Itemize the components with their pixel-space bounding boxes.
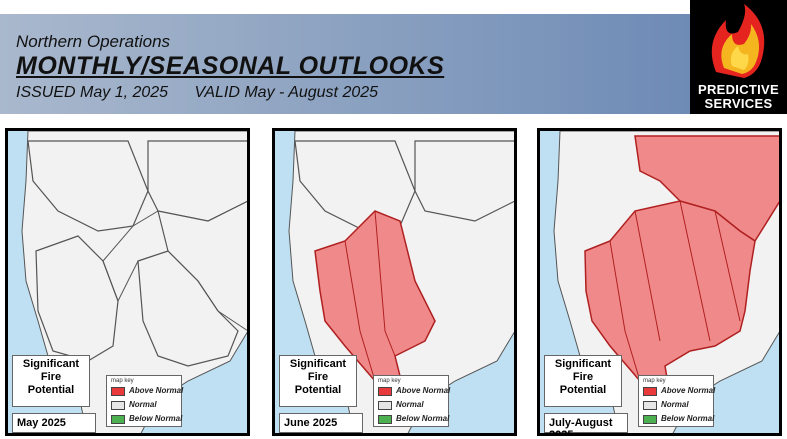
legend-line2: Fire — [572, 371, 594, 383]
header-title: MONTHLY/SEASONAL OUTLOOKS — [16, 52, 445, 80]
significant-fire-potential-label: Significant Fire Potential — [544, 355, 622, 407]
legend-line2: Fire — [40, 371, 62, 383]
above-normal-area-central — [584, 200, 756, 404]
legend-line1: Significant — [289, 358, 347, 370]
header-dates: ISSUED May 1, 2025 VALID May - August 20… — [16, 84, 400, 102]
map-key: map key Above Normal Normal Below Normal — [638, 375, 715, 427]
legend-item-above: Above Normal — [111, 386, 191, 398]
map-key: map key Above Normal Normal Below Normal — [373, 375, 450, 427]
flame-logo-icon — [711, 4, 765, 78]
valid-period: VALID May - August 2025 — [194, 84, 379, 101]
outlook-panel-jul-aug: Significant Fire Potential map key Above… — [537, 128, 782, 436]
legend-item-normal: Normal — [111, 400, 191, 412]
legend-item-normal: Normal — [643, 400, 723, 412]
legend-line1: Significant — [554, 358, 612, 370]
map-key-title: map key — [378, 378, 401, 384]
above-normal-area — [314, 210, 436, 402]
predictive-services-logo: PREDICTIVE SERVICES — [690, 0, 787, 114]
map-key: map key Above Normal Normal Below Normal — [106, 375, 183, 427]
legend-line3: Potential — [294, 384, 342, 396]
legend-item-normal: Normal — [378, 400, 458, 412]
outlook-panel-may: Significant Fire Potential map key Above… — [5, 128, 250, 436]
legend-line1: Significant — [22, 358, 80, 370]
map-key-title: map key — [111, 378, 134, 384]
period-label: May 2025 — [12, 413, 96, 433]
header-banner: Northern Operations MONTHLY/SEASONAL OUT… — [0, 14, 690, 114]
map-key-title: map key — [643, 378, 666, 384]
legend-item-below: Below Normal — [643, 414, 723, 426]
legend-line2: Fire — [307, 371, 329, 383]
logo-text-line1: PREDICTIVE — [697, 82, 779, 97]
significant-fire-potential-label: Significant Fire Potential — [279, 355, 357, 407]
outlook-panel-june: Significant Fire Potential map key Above… — [272, 128, 517, 436]
header-subtitle: Northern Operations — [16, 32, 171, 51]
legend-item-above: Above Normal — [378, 386, 458, 398]
legend-line3: Potential — [27, 384, 75, 396]
period-label: July-August 2025 — [544, 413, 628, 433]
period-label: June 2025 — [279, 413, 363, 433]
legend-item-above: Above Normal — [643, 386, 723, 398]
legend-line3: Potential — [559, 384, 607, 396]
significant-fire-potential-label: Significant Fire Potential — [12, 355, 90, 407]
logo-text-line2: SERVICES — [704, 96, 773, 111]
issued-date: ISSUED May 1, 2025 — [16, 84, 169, 101]
legend-item-below: Below Normal — [111, 414, 191, 426]
legend-item-below: Below Normal — [378, 414, 458, 426]
